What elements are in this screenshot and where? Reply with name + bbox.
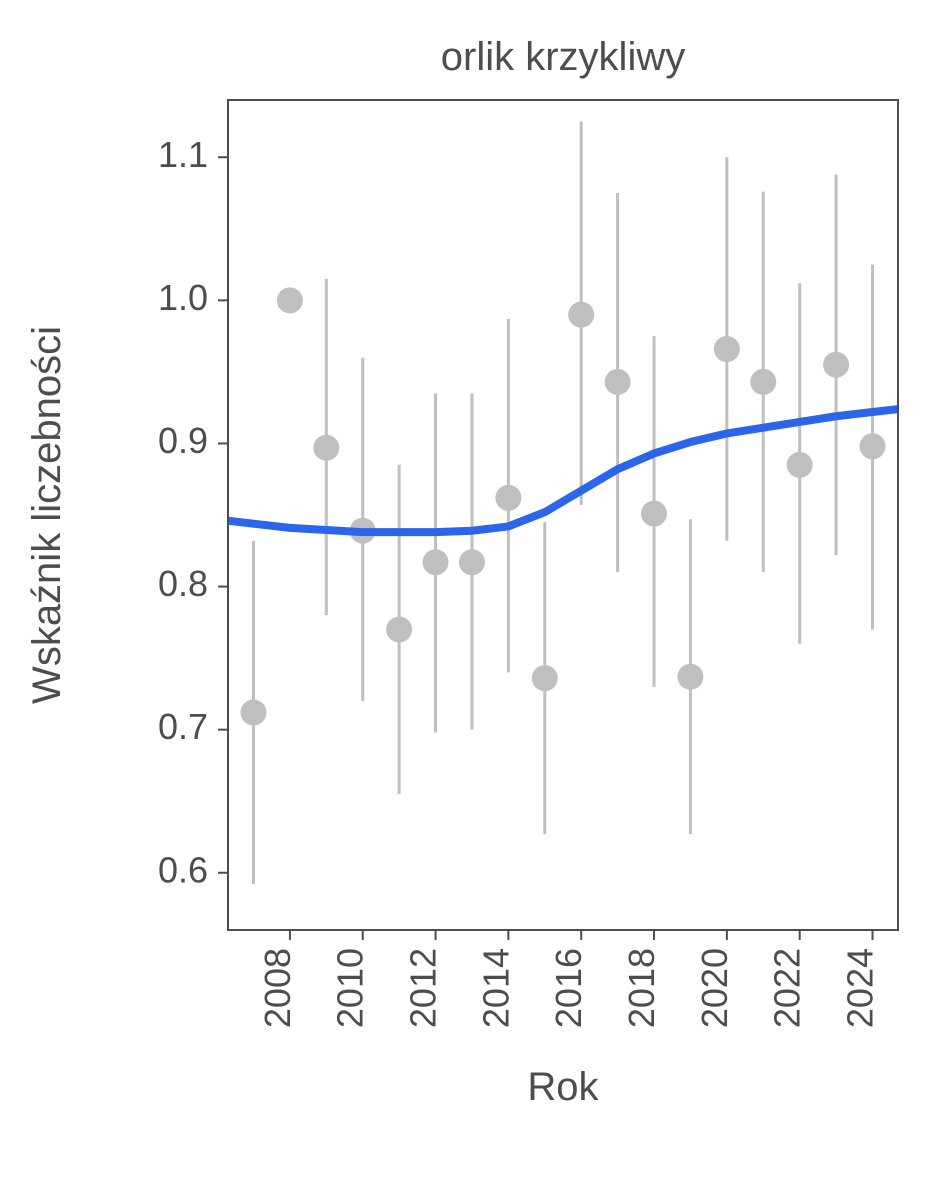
- y-tick-label: 0.8: [158, 563, 208, 604]
- data-point: [750, 369, 776, 395]
- y-tick-label: 0.7: [158, 706, 208, 747]
- data-point: [459, 549, 485, 575]
- data-point: [532, 665, 558, 691]
- data-point: [277, 287, 303, 313]
- data-point: [240, 699, 266, 725]
- data-point: [495, 485, 521, 511]
- data-point: [823, 352, 849, 378]
- data-point: [423, 549, 449, 575]
- chart-container: 2008 2010 2012 2014 2016 2018 2020 2022 2024 0.6 0…: [0, 0, 944, 1181]
- x-tick-label: 2008: [257, 948, 298, 1028]
- data-point: [605, 369, 631, 395]
- y-tick-label: 0.9: [158, 420, 208, 461]
- y-axis-label: Wskaźnik liczebności: [25, 326, 69, 704]
- x-tick-label: 2024: [840, 948, 881, 1028]
- x-tick-label: 2016: [548, 948, 589, 1028]
- y-tick-label: 0.6: [158, 849, 208, 890]
- y-tick-label: 1.1: [158, 134, 208, 175]
- data-point: [313, 435, 339, 461]
- data-point: [641, 501, 667, 527]
- chart-title: orlik krzykliwy: [441, 35, 685, 79]
- y-tick-label: 1.0: [158, 277, 208, 318]
- x-tick-label: 2014: [475, 948, 516, 1028]
- data-point: [714, 336, 740, 362]
- x-tick-label: 2020: [694, 948, 735, 1028]
- data-point: [568, 302, 594, 328]
- x-axis-label: Rok: [527, 1065, 599, 1109]
- data-point: [787, 452, 813, 478]
- scatter-chart: 2008 2010 2012 2014 2016 2018 2020 2022 2024 0.6 0…: [0, 0, 944, 1181]
- data-point: [860, 433, 886, 459]
- x-tick-label: 2018: [621, 948, 662, 1028]
- x-tick-label: 2012: [403, 948, 444, 1028]
- x-tick-label: 2010: [330, 948, 371, 1028]
- data-point: [677, 664, 703, 690]
- x-tick-label: 2022: [767, 948, 808, 1028]
- data-point: [386, 616, 412, 642]
